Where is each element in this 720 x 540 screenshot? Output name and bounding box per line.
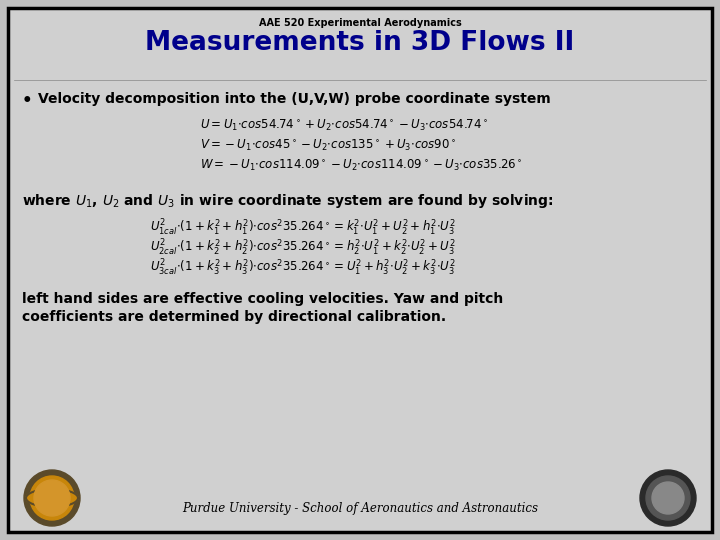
Text: coefficients are determined by directional calibration.: coefficients are determined by direction… <box>22 310 446 324</box>
Text: AAE 520 Experimental Aerodynamics: AAE 520 Experimental Aerodynamics <box>258 18 462 28</box>
Circle shape <box>30 476 74 520</box>
Text: left hand sides are effective cooling velocities. Yaw and pitch: left hand sides are effective cooling ve… <box>22 292 503 306</box>
Text: $U_{1cal}^{2}{\cdot}(1+k_1^2+h_1^2){\cdot}cos^235.264^\circ = k_1^2{\cdot}U_1^2 : $U_{1cal}^{2}{\cdot}(1+k_1^2+h_1^2){\cdo… <box>150 218 456 238</box>
Text: $V = -U_1{\cdot}cos45^\circ - U_2{\cdot}cos135^\circ + U_3{\cdot}cos90^\circ$: $V = -U_1{\cdot}cos45^\circ - U_2{\cdot}… <box>200 138 456 153</box>
FancyBboxPatch shape <box>8 8 712 532</box>
Text: $W = -U_1{\cdot}cos114.09^\circ - U_2{\cdot}cos114.09^\circ - U_3{\cdot}cos35.26: $W = -U_1{\cdot}cos114.09^\circ - U_2{\c… <box>200 158 523 173</box>
Text: Measurements in 3D Flows II: Measurements in 3D Flows II <box>145 30 575 56</box>
Text: $U = U_1{\cdot}cos54.74^\circ + U_2{\cdot}cos54.74^\circ - U_3{\cdot}cos54.74^\c: $U = U_1{\cdot}cos54.74^\circ + U_2{\cdo… <box>200 118 488 133</box>
Text: $U_{3cal}^{2}{\cdot}(1+k_3^2+h_3^2){\cdot}cos^235.264^\circ = U_1^2 + h_3^2{\cdo: $U_{3cal}^{2}{\cdot}(1+k_3^2+h_3^2){\cdo… <box>150 258 456 278</box>
Circle shape <box>34 480 70 516</box>
Text: $U_{2cal}^{2}{\cdot}(1+k_2^2+h_2^2){\cdot}cos^235.264^\circ = h_2^2{\cdot}U_1^2 : $U_{2cal}^{2}{\cdot}(1+k_2^2+h_2^2){\cdo… <box>150 238 456 258</box>
Circle shape <box>652 482 684 514</box>
Circle shape <box>640 470 696 526</box>
Text: where $\mathit{U_1}$, $\mathit{U_2}$ and $\mathit{U_3}$ in wire coordinate syste: where $\mathit{U_1}$, $\mathit{U_2}$ and… <box>22 192 554 210</box>
Text: Velocity decomposition into the (U,V,W) probe coordinate system: Velocity decomposition into the (U,V,W) … <box>38 92 551 106</box>
Ellipse shape <box>26 489 78 507</box>
Circle shape <box>646 476 690 520</box>
Text: •: • <box>22 92 32 110</box>
Text: Purdue University - School of Aeronautics and Astronautics: Purdue University - School of Aeronautic… <box>182 502 538 515</box>
Circle shape <box>24 470 80 526</box>
